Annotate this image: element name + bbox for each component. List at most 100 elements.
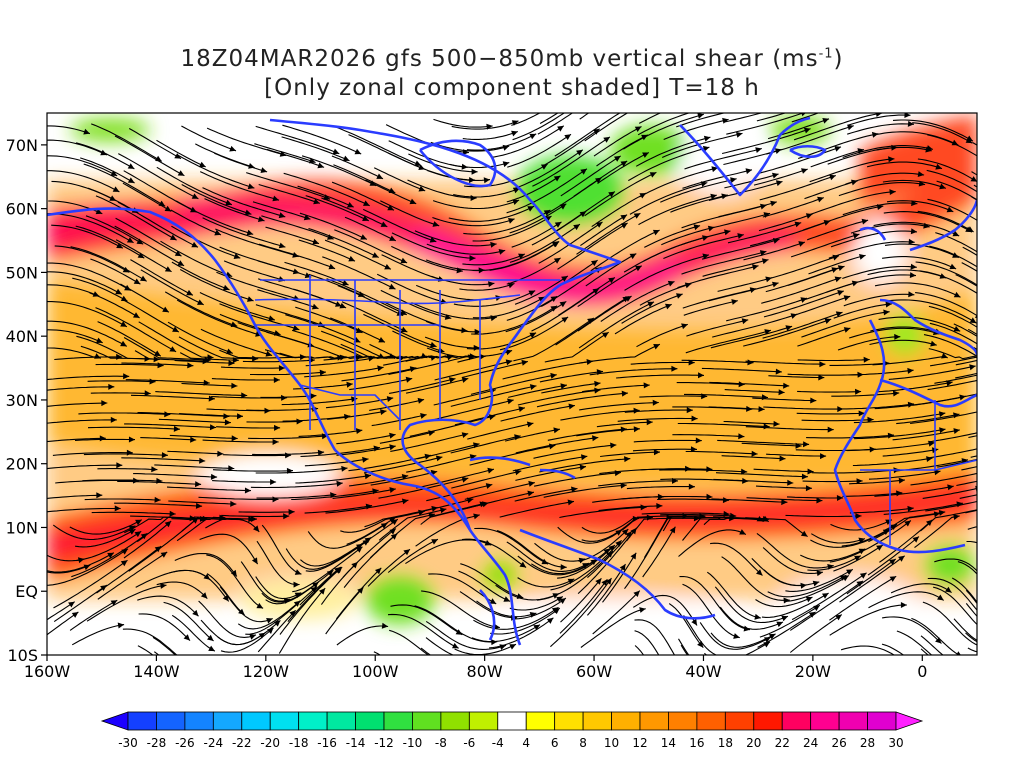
streamline-arrow — [222, 284, 230, 291]
streamline-arrow — [270, 479, 277, 485]
streamline-arrow — [723, 510, 730, 517]
streamline-arrow — [83, 564, 91, 571]
streamline — [463, 491, 535, 510]
streamline-arrow — [321, 433, 328, 440]
streamline-arrow — [818, 374, 825, 381]
lat-label: EQ — [15, 582, 38, 601]
streamline-arrow — [754, 613, 761, 620]
streamline — [305, 195, 370, 222]
streamline — [47, 139, 108, 156]
streamline-arrow — [199, 457, 206, 464]
streamline-arrow — [241, 392, 248, 399]
streamline-arrow — [127, 163, 135, 169]
colorbar-label: 22 — [775, 736, 790, 750]
streamline-arrow — [861, 218, 869, 225]
streamline-arrow — [231, 435, 238, 442]
streamline — [432, 216, 515, 227]
streamline — [414, 230, 497, 247]
streamline — [137, 645, 154, 655]
streamline-arrow — [1020, 355, 1024, 361]
streamline — [724, 389, 785, 394]
streamline — [789, 580, 864, 631]
streamline — [617, 417, 698, 422]
streamline — [508, 384, 567, 398]
streamline-arrow — [608, 191, 615, 198]
streamline — [453, 290, 536, 307]
streamline — [708, 282, 779, 302]
colorbar-swatch — [100, 711, 129, 731]
streamline-arrow — [191, 241, 198, 248]
streamline — [426, 243, 506, 255]
streamline-arrow — [636, 105, 643, 111]
streamline-arrow — [120, 295, 128, 302]
streamline — [533, 471, 622, 487]
streamline — [95, 195, 177, 241]
streamline — [321, 197, 388, 228]
streamline-arrow — [516, 593, 524, 599]
streamline — [807, 219, 869, 241]
colorbar-label: 4 — [522, 736, 530, 750]
streamline-arrow — [247, 296, 254, 302]
streamline-arrow — [675, 658, 681, 665]
streamline — [415, 514, 480, 547]
streamline — [699, 622, 771, 650]
streamline-arrow — [381, 622, 389, 629]
streamline — [663, 118, 729, 141]
streamline — [701, 238, 780, 260]
streamline-arrow — [273, 377, 280, 383]
streamline-arrow — [909, 272, 916, 278]
streamline-arrow — [355, 546, 363, 553]
streamline-arrow — [863, 356, 870, 363]
streamline-arrow — [969, 664, 975, 670]
streamline-arrow — [939, 427, 946, 434]
streamline — [868, 511, 946, 543]
lat-label: 40N — [6, 327, 38, 346]
streamline — [714, 586, 789, 624]
streamline — [638, 194, 717, 226]
streamline-arrow — [229, 145, 236, 152]
streamline — [829, 362, 890, 366]
streamline — [685, 450, 758, 455]
streamline-arrow — [155, 155, 162, 162]
streamline — [811, 469, 900, 474]
streamline-arrow — [970, 176, 977, 182]
streamline-arrow — [933, 511, 941, 518]
streamline — [154, 464, 235, 470]
streamline-arrow — [888, 156, 895, 163]
streamline — [581, 517, 640, 542]
streamline — [169, 569, 230, 602]
streamline — [47, 329, 103, 344]
streamline — [238, 511, 295, 513]
streamline — [757, 146, 842, 175]
streamline-arrow — [286, 467, 293, 474]
streamline-arrow — [773, 420, 780, 427]
streamline — [198, 600, 257, 638]
streamline-arrow — [156, 477, 163, 484]
streamline-arrow — [83, 128, 90, 135]
streamline — [47, 564, 91, 574]
streamline-arrow — [109, 195, 116, 201]
streamline — [826, 274, 917, 293]
streamline — [757, 611, 816, 648]
streamline-arrow — [342, 155, 350, 162]
streamline — [257, 609, 297, 653]
colorbar-label: -22 — [232, 736, 252, 750]
streamline-arrow — [140, 275, 147, 282]
streamline — [295, 474, 372, 484]
streamline — [810, 528, 890, 548]
streamline — [868, 591, 945, 609]
streamline-arrow — [256, 602, 264, 609]
streamline-arrow — [107, 552, 114, 559]
streamline — [741, 442, 802, 447]
streamline-arrow — [529, 384, 537, 390]
colorbar-label: 18 — [718, 736, 733, 750]
streamline — [758, 213, 813, 232]
colorbar-label: -6 — [463, 736, 475, 750]
streamline-arrow — [264, 407, 271, 414]
streamline — [592, 590, 641, 635]
streamline-arrow — [875, 113, 882, 117]
streamline — [681, 250, 767, 275]
streamline — [951, 577, 977, 603]
streamline-arrow — [858, 537, 865, 544]
streamline — [499, 316, 569, 351]
